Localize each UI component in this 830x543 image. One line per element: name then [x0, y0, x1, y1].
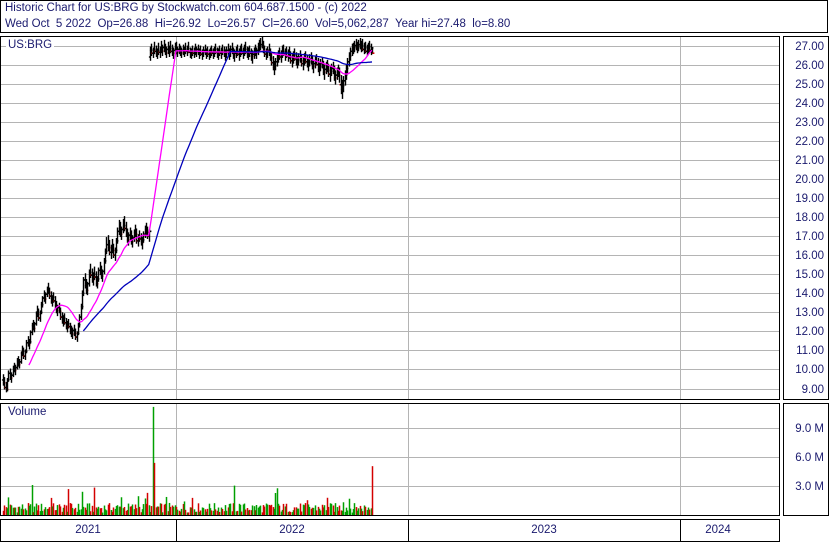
price-tick-label: 13.00	[795, 307, 824, 320]
price-tick-label: 26.00	[795, 59, 824, 72]
price-tick-label: 27.00	[795, 40, 824, 53]
volume-bars	[2, 406, 374, 515]
price-tick-label: 15.00	[795, 269, 824, 282]
quote-volume: Vol=5,062,287	[314, 18, 389, 30]
quote-year-low: lo=8.80	[472, 18, 511, 30]
price-tick-label: 18.00	[795, 212, 824, 225]
header-title-line: Historic Chart for US:BRG by Stockwatch.…	[5, 2, 367, 14]
quote-low: Lo=26.57	[207, 18, 256, 30]
quote-date: Wed Oct 5 2022	[5, 18, 92, 30]
volume-axis-labels: 9.0 M 6.0 M 3.0 M	[783, 403, 829, 516]
quote-year-high: Year hi=27.48	[394, 18, 466, 30]
year-label: 2023	[531, 524, 557, 536]
quote-close: Cl=26.60	[262, 18, 309, 30]
price-tick-label: 14.00	[795, 288, 824, 301]
price-tick-label: 19.00	[795, 192, 824, 205]
quote-high: Hi=26.92	[154, 18, 202, 30]
price-tick-label: 10.00	[795, 364, 824, 377]
price-tick-label: 22.00	[795, 135, 824, 148]
price-axis-labels: 27.00 26.00 25.00 24.00 23.00 22.00 21.00 20.00…	[783, 36, 829, 400]
price-plot	[1, 37, 779, 399]
volume-plot	[1, 404, 779, 515]
price-tick-label: 21.00	[795, 154, 824, 167]
volume-tick-label: 3.0 M	[795, 481, 824, 494]
ohlc-bars	[1, 37, 375, 393]
year-separator	[408, 520, 409, 541]
quote-open: Op=26.88	[97, 18, 149, 30]
x-axis-year-labels: 2021 2022 2023 2024	[0, 519, 780, 542]
volume-panel-title: Volume	[6, 406, 49, 418]
volume-tick-label: 9.0 M	[795, 423, 824, 436]
volume-tick-label: 6.0 M	[795, 452, 824, 465]
price-tick-label: 11.00	[796, 345, 824, 358]
price-tick-label: 24.00	[795, 97, 824, 110]
price-panel-title: US:BRG	[6, 39, 55, 51]
price-tick-label: 23.00	[795, 116, 824, 129]
price-tick-label: 20.00	[795, 173, 824, 186]
price-tick-label: 12.00	[795, 326, 824, 339]
price-tick-label: 25.00	[795, 78, 824, 91]
year-label: 2021	[75, 524, 101, 536]
price-tick-label: 9.00	[801, 383, 824, 396]
price-tick-label: 16.00	[795, 250, 824, 263]
year-separator	[176, 520, 177, 541]
year-separator	[680, 520, 681, 541]
chart-header: Historic Chart for US:BRG by Stockwatch.…	[0, 0, 828, 33]
volume-chart-panel[interactable]	[0, 403, 780, 516]
header-quote-line: Wed Oct 5 2022 Op=26.88 Hi=26.92 Lo=26.5…	[1, 16, 827, 32]
price-tick-label: 17.00	[795, 231, 824, 244]
year-label: 2022	[279, 524, 305, 536]
year-label: 2024	[705, 524, 731, 536]
price-chart-panel[interactable]	[0, 36, 780, 400]
